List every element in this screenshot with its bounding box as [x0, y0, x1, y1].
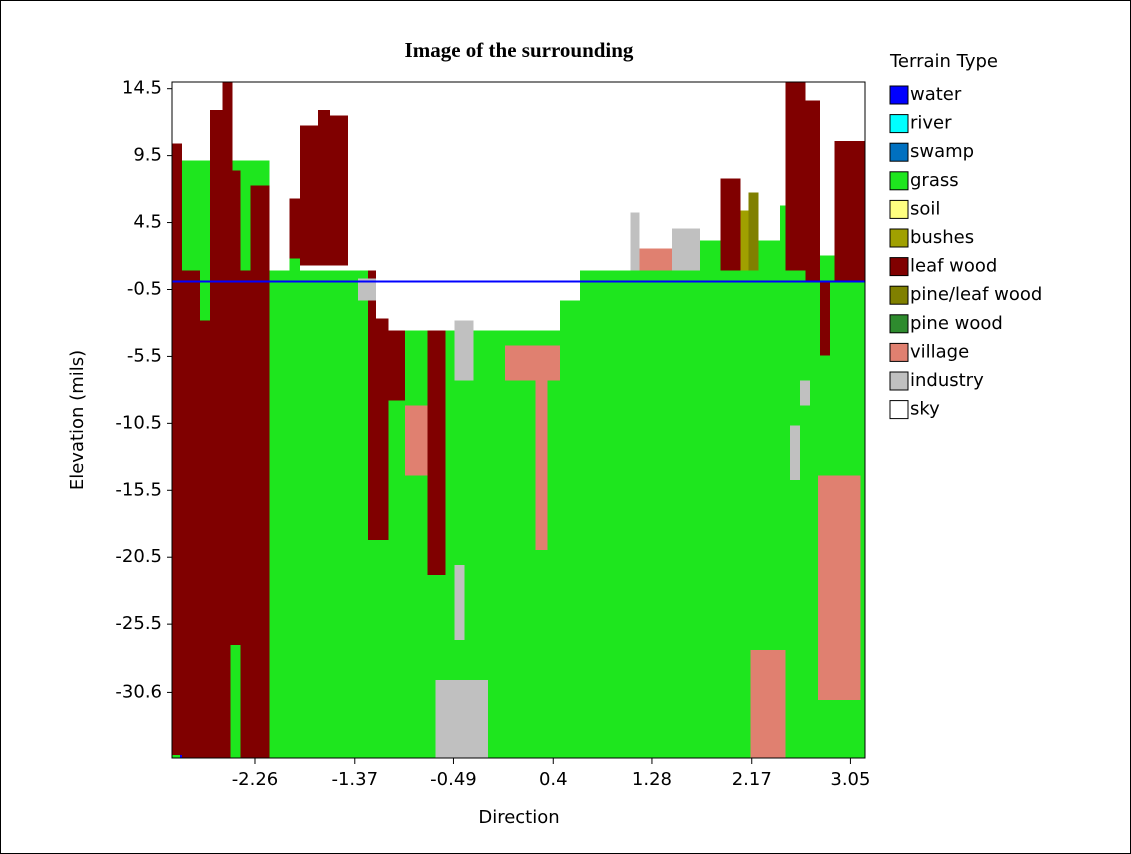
y-tick-label: 4.5 — [133, 212, 162, 233]
legend-label: pine/leaf wood — [910, 284, 1042, 305]
legend-label: grass — [910, 170, 959, 191]
legend-swatch — [889, 171, 909, 191]
y-tick-label: -0.5 — [127, 278, 162, 299]
legend-swatch — [889, 228, 909, 248]
terrain-cell — [748, 192, 759, 271]
terrain-cell — [317, 110, 331, 266]
terrain-cell — [817, 475, 861, 701]
terrain-cell — [172, 143, 183, 756]
terrain-cell — [785, 82, 806, 271]
terrain-cell — [820, 280, 831, 356]
terrain-cell — [376, 318, 389, 541]
terrain-cell — [240, 270, 270, 758]
terrain-cell — [222, 82, 233, 271]
terrain-cell — [505, 345, 560, 381]
x-tick-label: 3.05 — [830, 769, 870, 790]
terrain-cell — [454, 320, 474, 381]
terrain-cell — [210, 110, 223, 271]
legend-label: water — [910, 84, 962, 105]
legend-swatch — [889, 85, 909, 105]
y-tick-label: -20.5 — [115, 546, 162, 567]
legend-label: leaf wood — [910, 256, 997, 277]
x-axis-label: Direction — [478, 807, 559, 828]
plot-border — [171, 81, 866, 759]
legend-swatch — [889, 400, 909, 420]
legend-swatch — [889, 342, 909, 362]
legend-swatch — [889, 314, 909, 334]
terrain-cell — [289, 198, 300, 259]
legend-label: village — [910, 341, 969, 362]
terrain-cell — [427, 330, 446, 576]
terrain-cell — [299, 125, 318, 266]
terrain-cell — [805, 100, 821, 281]
terrain-cell — [720, 178, 741, 271]
x-tick-label: -0.49 — [430, 769, 477, 790]
y-tick-label: -10.5 — [115, 412, 162, 433]
legend-swatch — [889, 114, 909, 134]
terrain-cell — [630, 212, 640, 271]
terrain-cell — [454, 565, 465, 641]
y-tick-label: -30.6 — [115, 681, 162, 702]
legend-swatch — [889, 371, 909, 391]
terrain-cell — [535, 380, 548, 551]
terrain-cell — [750, 650, 786, 758]
y-tick-label: 9.5 — [133, 145, 162, 166]
y-tick-label: -5.5 — [127, 345, 162, 366]
x-tick-label: -1.37 — [331, 769, 378, 790]
legend-title: Terrain Type — [889, 51, 998, 72]
legend-swatch — [889, 285, 909, 305]
legend-swatch — [889, 257, 909, 277]
terrain-cell — [559, 300, 581, 758]
terrain-cell — [672, 228, 701, 271]
terrain-cell — [405, 405, 428, 476]
legend-swatch — [889, 142, 909, 162]
y-tick-label: -25.5 — [115, 613, 162, 634]
legend-label: industry — [910, 370, 984, 391]
legend-label: sky — [910, 399, 940, 420]
legend-label: soil — [910, 198, 940, 219]
x-tick-label: -2.26 — [232, 769, 279, 790]
legend-swatch — [889, 199, 909, 219]
terrain-cell — [740, 210, 749, 271]
terrain-cell — [330, 115, 349, 266]
terrain-cell — [799, 380, 811, 406]
terrain-cell — [368, 270, 377, 541]
legend-label: river — [910, 113, 952, 134]
terrain-cell — [250, 185, 270, 271]
terrain-cell — [358, 278, 377, 301]
legend-label: pine wood — [910, 313, 1003, 334]
y-tick-label: 14.5 — [122, 78, 162, 99]
legend-label: bushes — [910, 227, 974, 248]
chart-title: Image of the surrounding — [405, 38, 634, 62]
terrain-cell — [834, 140, 865, 281]
y-axis-label: Elevation (mils) — [67, 350, 88, 490]
terrain-cell — [435, 680, 489, 758]
terrain-cell — [232, 170, 241, 271]
plot-area — [172, 82, 865, 758]
legend-label: swamp — [910, 141, 974, 162]
terrain-cell — [182, 270, 201, 758]
y-tick-label: -15.5 — [115, 479, 162, 500]
x-tick-label: 0.4 — [539, 769, 568, 790]
terrain-cell — [388, 330, 406, 401]
terrain-cell — [230, 270, 241, 646]
x-tick-label: 2.17 — [732, 769, 772, 790]
terrain-cell — [789, 425, 800, 481]
x-tick-label: 1.28 — [632, 769, 672, 790]
terrain-cell — [200, 320, 211, 758]
terrain-cell — [269, 270, 361, 758]
terrain-cell — [210, 270, 231, 758]
